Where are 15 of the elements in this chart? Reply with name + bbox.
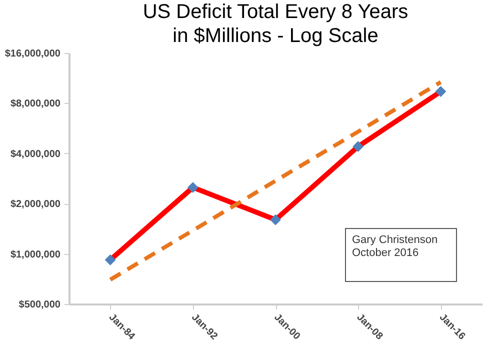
text-box: Gary Christenson October 2016 bbox=[345, 228, 457, 282]
annotation: October 2016 bbox=[352, 247, 420, 260]
chart-title: US Deficit Total Every 8 Years in $Millions - Log Scale bbox=[142, 1, 408, 47]
y-tick-label: $500,000 bbox=[18, 300, 61, 310]
point bbox=[187, 182, 198, 193]
point bbox=[352, 141, 364, 152]
annotation: Gary Christenson bbox=[352, 234, 439, 247]
y-tick-label: $4,000,000 bbox=[10, 148, 61, 160]
y-tick-label: $16,000,000 bbox=[4, 48, 61, 60]
point bbox=[270, 214, 281, 226]
point bbox=[104, 254, 116, 266]
y-tick-label: $8,000,000 bbox=[10, 98, 61, 110]
point bbox=[435, 86, 446, 97]
y-tick-label: $1,000,000 bbox=[10, 249, 61, 260]
y-tick-label: $2,000,000 bbox=[10, 199, 61, 210]
